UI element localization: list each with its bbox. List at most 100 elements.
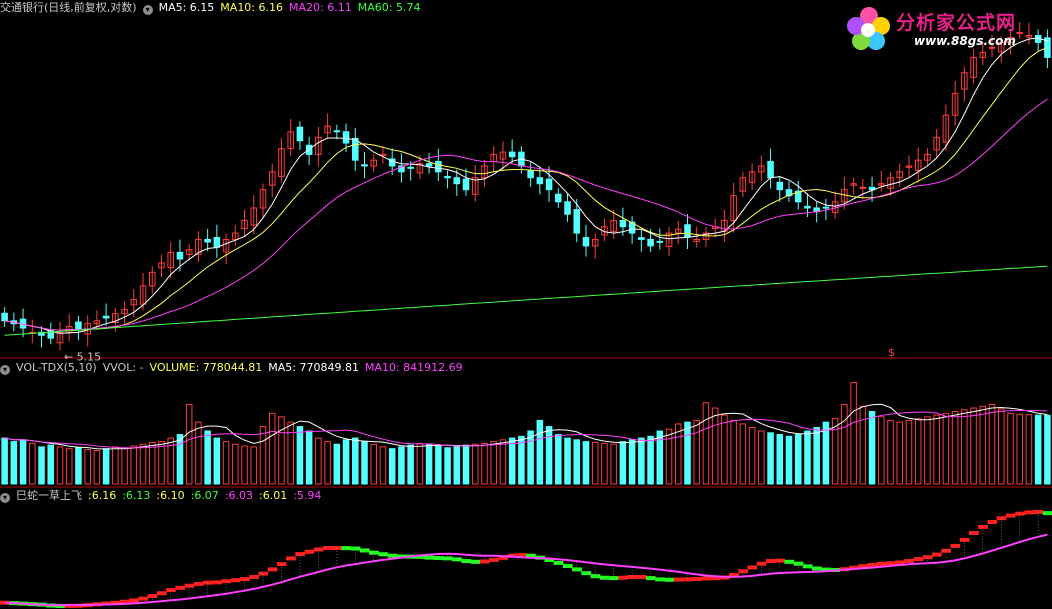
indicator-value-6: :6.01: [259, 489, 288, 502]
volume-bar: [444, 447, 451, 485]
volume-bar: [407, 444, 414, 485]
candle-body: [619, 219, 627, 228]
indicator-step: [286, 556, 296, 561]
candle-body: [435, 160, 442, 173]
candle-body: [324, 125, 331, 134]
indicator-value-2: :6.13: [122, 489, 151, 502]
candle-body: [961, 72, 968, 90]
volume-bar: [324, 441, 331, 485]
flower-logo-icon: [847, 7, 890, 50]
candle-body: [748, 171, 756, 183]
volume-bar: [213, 437, 221, 485]
candle-body: [822, 206, 830, 209]
volume-bar: [850, 381, 857, 485]
volume-bar: [158, 441, 165, 485]
candle-body: [93, 320, 101, 325]
indicator-step: [322, 546, 333, 551]
volume-bar: [195, 421, 202, 485]
volume-bar: [979, 405, 987, 485]
volume-bar: [896, 421, 904, 485]
volume-bar: [204, 430, 211, 485]
volume-bar: [38, 446, 45, 485]
candle-body: [1016, 32, 1023, 35]
candle-body: [444, 175, 451, 179]
candle-body: [1, 312, 8, 322]
volume-bar: [471, 443, 479, 485]
volume-ma5-line: [4, 403, 1048, 450]
candle-body: [859, 186, 867, 189]
volume-bar: [702, 402, 710, 485]
volume-header: ▾ VOL-TDX(5,10) VVOL: - VOLUME: 778044.81 MA…: [0, 361, 469, 375]
indicator-step: [655, 577, 665, 582]
candle-body: [121, 308, 128, 315]
low-price-marker: ← 5.15: [64, 350, 101, 363]
volume-bar: [619, 441, 627, 485]
indicator-step: [562, 563, 573, 568]
volume-bar: [905, 419, 913, 485]
volume-bar: [665, 428, 673, 485]
indicator-step: [267, 567, 278, 572]
volume-bar: [121, 447, 128, 485]
volume-bar: [887, 419, 894, 485]
indicator-step: [913, 557, 924, 562]
candle-body: [693, 238, 700, 242]
dropdown-circle-icon[interactable]: ▾: [0, 493, 10, 503]
candle-body: [56, 331, 64, 344]
volume-bar: [56, 446, 64, 485]
signal-marker: $: [888, 346, 895, 359]
indicator-step: [968, 530, 979, 535]
volume-bar: [739, 423, 747, 485]
volume-bar: [564, 437, 571, 485]
logo-url: www.88gs.com: [914, 34, 1016, 48]
candle-body: [555, 193, 562, 203]
candle-body: [195, 238, 202, 255]
indicator-step: [729, 573, 739, 578]
indicator-step: [765, 559, 776, 564]
volume-bar: [638, 437, 645, 485]
candle-body: [730, 195, 737, 221]
candle-body: [536, 177, 544, 185]
volume-bar: [878, 416, 885, 485]
candle-body: [610, 219, 617, 232]
candle-body: [425, 163, 433, 167]
candle-body: [47, 330, 55, 339]
indicator-header: ▾ 巳蛇一草上飞:6.16:6.13:6.10:6.07:6.03:6.01:5.…: [0, 489, 327, 503]
volume-bar: [75, 447, 82, 485]
volume-bar: [176, 434, 184, 485]
volume-bar: [582, 441, 590, 485]
indicator-step: [784, 559, 795, 564]
volume-bar: [997, 408, 1005, 485]
volume-bar: [970, 407, 977, 485]
volume-bar: [1025, 414, 1033, 485]
dropdown-circle-icon[interactable]: ▾: [142, 5, 153, 15]
candle-body: [102, 315, 110, 319]
candle-body: [647, 238, 654, 247]
vvol-label: VVOL: -: [102, 361, 144, 374]
volume-bar: [268, 412, 276, 485]
dropdown-circle-icon[interactable]: ▾: [0, 365, 10, 375]
indicator-value-7: :5.94: [293, 489, 322, 502]
candle-body: [776, 181, 784, 191]
volume-bar: [656, 430, 664, 485]
volume-bar: [785, 435, 793, 485]
indicator-step: [489, 557, 499, 562]
indicator-step: [747, 565, 758, 570]
logo: 分析家公式网 www.88gs.com: [844, 4, 1044, 56]
candle-body: [398, 165, 405, 173]
candle-body: [573, 209, 581, 234]
volume-bar: [767, 432, 774, 485]
volume-bar: [868, 411, 876, 485]
candle-body: [148, 271, 156, 287]
candle-body: [638, 237, 645, 240]
candle-body: [315, 136, 322, 155]
volume-bar: [435, 445, 442, 485]
ma60-label: MA60: 5.74: [357, 1, 421, 14]
candle-body: [804, 205, 811, 209]
candle-body: [185, 249, 193, 255]
candle-body: [499, 151, 507, 160]
ma5-label: MA5: 6.15: [158, 1, 215, 14]
candle-body: [471, 177, 479, 195]
indicator-step: [1024, 510, 1035, 515]
volume-bar: [758, 430, 765, 485]
